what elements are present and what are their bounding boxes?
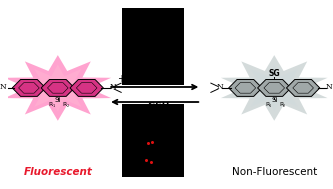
Text: R: R xyxy=(279,102,283,107)
Text: + GSH: + GSH xyxy=(139,76,171,85)
Text: $_1$: $_1$ xyxy=(268,103,272,110)
Text: R: R xyxy=(265,102,269,107)
Text: +: + xyxy=(117,74,125,84)
Polygon shape xyxy=(286,80,320,96)
Polygon shape xyxy=(41,80,75,96)
Polygon shape xyxy=(257,80,291,96)
Text: Non-Fluorescent: Non-Fluorescent xyxy=(232,167,317,177)
Text: SG: SG xyxy=(268,69,280,78)
Polygon shape xyxy=(229,80,262,96)
Text: R: R xyxy=(63,102,67,107)
Polygon shape xyxy=(70,80,103,96)
Bar xyxy=(122,8,184,85)
Text: $_1$: $_1$ xyxy=(52,103,56,110)
Polygon shape xyxy=(12,80,46,96)
Text: - GSH: - GSH xyxy=(141,102,169,111)
Text: R: R xyxy=(49,102,53,107)
Text: $_2$: $_2$ xyxy=(66,103,70,110)
Polygon shape xyxy=(236,64,312,111)
Text: N: N xyxy=(109,83,116,91)
Text: N: N xyxy=(326,83,332,91)
Text: Si: Si xyxy=(55,97,61,103)
Text: N: N xyxy=(216,83,223,91)
Polygon shape xyxy=(20,64,96,111)
Polygon shape xyxy=(221,55,328,121)
Bar xyxy=(122,104,184,177)
Text: Fluorescent: Fluorescent xyxy=(23,167,92,177)
Text: $_2$: $_2$ xyxy=(282,103,286,110)
Text: Si: Si xyxy=(271,97,277,103)
Text: N: N xyxy=(0,83,6,91)
Polygon shape xyxy=(4,55,111,121)
